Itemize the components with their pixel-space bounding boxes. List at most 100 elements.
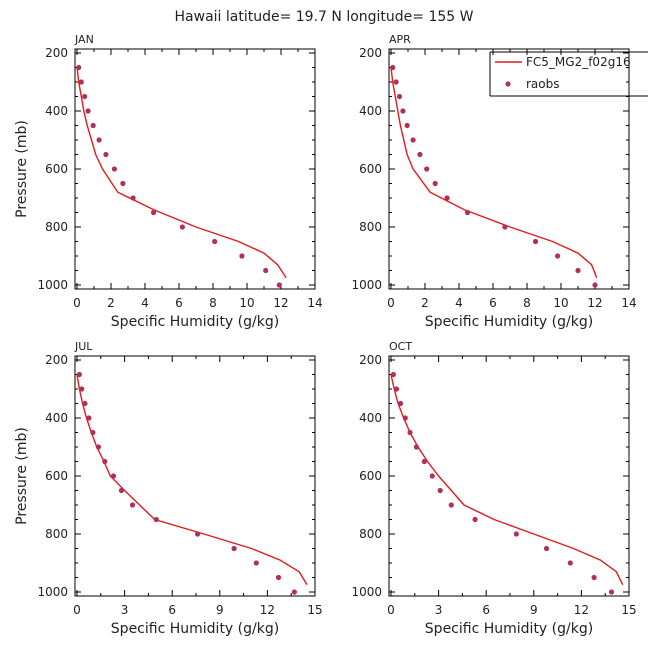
data-point-raobs bbox=[82, 400, 88, 407]
x-tick-label: 2 bbox=[107, 296, 115, 310]
panel-month-label: JUL bbox=[74, 340, 93, 353]
data-point-raobs bbox=[413, 444, 419, 450]
data-point-raobs bbox=[402, 415, 408, 421]
data-point-raobs bbox=[464, 209, 471, 216]
data-point-raobs bbox=[82, 93, 88, 100]
panel-month-label: OCT bbox=[389, 340, 412, 353]
y-tick-label: 200 bbox=[359, 46, 382, 60]
data-point-raobs bbox=[393, 386, 400, 392]
data-point-raobs bbox=[95, 444, 102, 450]
x-axis-label: Specific Humidity (g/kg) bbox=[111, 314, 279, 330]
x-tick-label: 10 bbox=[553, 296, 568, 310]
data-point-raobs bbox=[543, 545, 550, 552]
data-point-raobs bbox=[194, 531, 201, 537]
data-point-raobs bbox=[410, 137, 416, 143]
legend-marker-label: raobs bbox=[526, 77, 560, 91]
data-point-raobs bbox=[432, 180, 438, 187]
y-tick-label: 800 bbox=[45, 220, 68, 234]
x-tick-label: 0 bbox=[73, 296, 81, 310]
y-tick-label: 1000 bbox=[37, 278, 68, 292]
y-tick-label: 600 bbox=[359, 162, 382, 176]
x-tick-label: 14 bbox=[621, 296, 636, 310]
data-point-raobs bbox=[153, 516, 159, 523]
y-axis-label: Pressure (mb) bbox=[14, 427, 30, 525]
y-tick-label: 1000 bbox=[37, 585, 68, 599]
data-point-raobs bbox=[390, 64, 396, 71]
data-point-raobs bbox=[96, 137, 102, 143]
x-tick-label: 4 bbox=[455, 296, 463, 310]
data-point-raobs bbox=[276, 282, 282, 288]
y-axis-label: Pressure (mb) bbox=[14, 120, 30, 218]
data-point-raobs bbox=[390, 371, 396, 378]
data-point-raobs bbox=[76, 64, 82, 71]
data-point-raobs bbox=[421, 458, 427, 465]
x-tick-label: 14 bbox=[307, 296, 322, 310]
panel-month-label: JAN bbox=[74, 33, 94, 46]
data-point-raobs bbox=[86, 415, 92, 421]
data-point-raobs bbox=[110, 473, 117, 479]
x-tick-label: 6 bbox=[489, 296, 497, 310]
x-tick-label: 9 bbox=[216, 603, 224, 617]
y-tick-label: 200 bbox=[45, 46, 68, 60]
legend: FC5_MG2_f02g16 raobs bbox=[489, 51, 648, 97]
data-point-raobs bbox=[239, 253, 245, 259]
y-tick-label: 400 bbox=[359, 411, 382, 425]
x-tick-label: 12 bbox=[587, 296, 602, 310]
y-tick-label: 400 bbox=[45, 411, 68, 425]
data-point-raobs bbox=[90, 122, 96, 129]
x-tick-label: 9 bbox=[530, 603, 538, 617]
data-point-raobs bbox=[417, 151, 423, 158]
y-tick-label: 800 bbox=[45, 527, 68, 541]
data-point-raobs bbox=[120, 180, 126, 187]
data-point-raobs bbox=[592, 282, 598, 288]
data-point-raobs bbox=[575, 267, 581, 274]
data-point-raobs bbox=[608, 589, 615, 595]
legend-marker-swatch bbox=[505, 81, 511, 87]
x-axis-label: Specific Humidity (g/kg) bbox=[425, 621, 593, 637]
data-point-raobs bbox=[76, 371, 82, 378]
x-tick-label: 8 bbox=[209, 296, 217, 310]
data-point-raobs bbox=[275, 574, 282, 581]
x-tick-label: 12 bbox=[260, 603, 275, 617]
series-line-model bbox=[76, 374, 308, 586]
data-point-raobs bbox=[429, 473, 435, 479]
data-point-raobs bbox=[448, 502, 454, 508]
plot-frame bbox=[74, 48, 316, 290]
data-point-raobs bbox=[567, 560, 573, 566]
data-point-raobs bbox=[444, 195, 450, 201]
x-tick-label: 6 bbox=[168, 603, 176, 617]
data-point-raobs bbox=[396, 93, 403, 100]
data-point-raobs bbox=[397, 400, 404, 407]
data-point-raobs bbox=[407, 429, 413, 436]
plot-frame bbox=[388, 355, 630, 597]
data-point-raobs bbox=[291, 589, 297, 595]
panel-month-label: APR bbox=[389, 33, 411, 46]
data-point-raobs bbox=[591, 574, 597, 581]
data-point-raobs bbox=[437, 487, 443, 494]
x-tick-label: 15 bbox=[307, 603, 322, 617]
figure-title: Hawaii latitude= 19.7 N longitude= 155 W bbox=[175, 9, 474, 25]
data-point-raobs bbox=[78, 79, 84, 85]
x-tick-label: 8 bbox=[523, 296, 531, 310]
data-point-raobs bbox=[103, 151, 109, 158]
data-point-raobs bbox=[393, 79, 399, 85]
data-point-raobs bbox=[85, 108, 91, 114]
y-tick-label: 1000 bbox=[351, 278, 382, 292]
data-point-raobs bbox=[400, 108, 406, 114]
y-tick-label: 600 bbox=[45, 469, 68, 483]
x-tick-label: 4 bbox=[141, 296, 149, 310]
y-tick-label: 1000 bbox=[351, 585, 382, 599]
x-tick-label: 3 bbox=[121, 603, 129, 617]
x-tick-label: 15 bbox=[621, 603, 636, 617]
series-line-model bbox=[390, 67, 598, 279]
x-tick-label: 6 bbox=[175, 296, 183, 310]
data-point-raobs bbox=[130, 195, 136, 201]
y-tick-label: 200 bbox=[359, 353, 382, 367]
y-tick-label: 400 bbox=[359, 104, 382, 118]
data-point-raobs bbox=[253, 560, 259, 566]
data-point-raobs bbox=[179, 224, 185, 230]
x-tick-label: 6 bbox=[482, 603, 490, 617]
panel-oct: OCT 0 3 6 9 12 15 200 400 600 800 1000 Specific Humi… bbox=[351, 340, 636, 637]
y-tick-label: 200 bbox=[45, 353, 68, 367]
x-tick-label: 12 bbox=[273, 296, 288, 310]
